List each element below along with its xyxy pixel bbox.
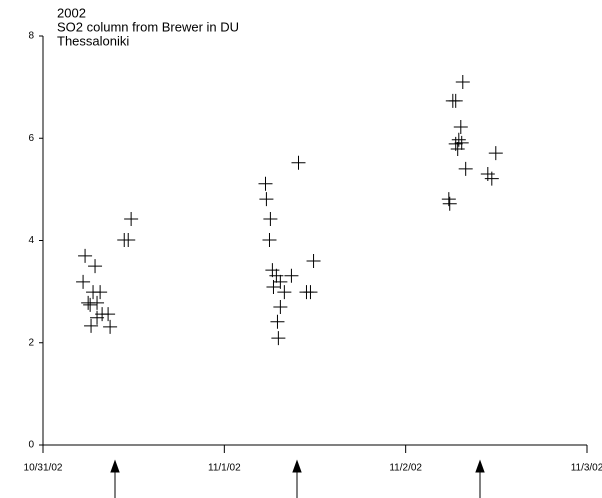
point — [453, 120, 468, 135]
point — [76, 274, 91, 289]
point — [269, 268, 284, 283]
y-tick-label: 4 — [28, 235, 34, 246]
point — [270, 314, 285, 329]
x-tick-label: 10/31/02 — [24, 463, 63, 474]
point — [271, 331, 286, 346]
point — [451, 132, 466, 147]
point — [442, 196, 457, 211]
y-tick-label: 2 — [28, 337, 34, 348]
y-tick-label: 6 — [28, 133, 34, 144]
point — [306, 253, 321, 268]
point — [448, 93, 463, 108]
point — [121, 232, 136, 247]
point — [458, 161, 473, 176]
point — [265, 263, 280, 278]
point — [455, 75, 470, 90]
point — [78, 248, 93, 263]
point — [263, 212, 278, 227]
point — [484, 171, 499, 186]
x-tick-label: 11/3/02 — [571, 463, 602, 474]
point — [124, 212, 139, 227]
point — [88, 259, 103, 274]
point — [303, 285, 318, 300]
point — [450, 141, 465, 156]
point — [488, 146, 503, 161]
y-tick-label: 0 — [28, 440, 34, 451]
point — [273, 274, 288, 289]
y-tick-label: 8 — [28, 31, 34, 42]
point — [101, 307, 116, 322]
x-tick-label: 11/2/02 — [389, 463, 422, 474]
point — [284, 268, 299, 283]
point — [84, 318, 99, 333]
arrows — [110, 459, 485, 498]
point — [291, 155, 306, 170]
point — [259, 192, 274, 207]
point — [93, 285, 108, 300]
point — [258, 176, 273, 191]
point — [273, 299, 288, 314]
point — [90, 295, 105, 310]
point — [262, 232, 277, 247]
chart-title: SO2 column from Brewer in DU — [57, 19, 239, 34]
point — [277, 285, 292, 300]
x-tick-label: 11/1/02 — [208, 463, 241, 474]
chart-title: 2002 — [57, 5, 86, 20]
point — [103, 319, 118, 334]
point — [454, 135, 469, 150]
point — [83, 297, 98, 312]
chart-title: Thessaloniki — [57, 33, 129, 48]
